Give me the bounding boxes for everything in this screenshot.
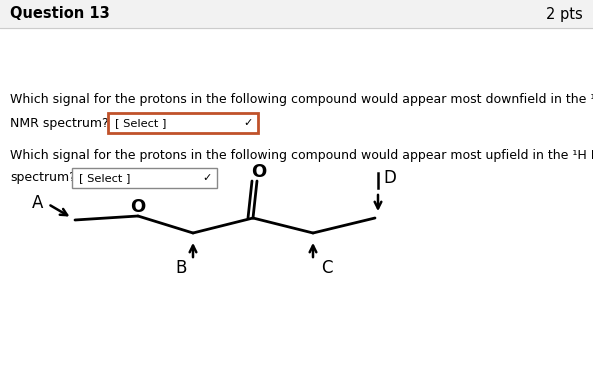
- Text: [ Select ]: [ Select ]: [79, 173, 130, 183]
- Text: D: D: [384, 169, 397, 187]
- Text: Which signal for the protons in the following compound would appear most upfield: Which signal for the protons in the foll…: [10, 149, 593, 161]
- Text: ✓: ✓: [202, 173, 212, 183]
- Text: spectrum?: spectrum?: [10, 171, 76, 185]
- Text: C: C: [321, 259, 333, 277]
- Text: NMR spectrum?: NMR spectrum?: [10, 116, 109, 130]
- Text: Which signal for the protons in the following compound would appear most downfie: Which signal for the protons in the foll…: [10, 94, 593, 106]
- Bar: [108, 113, 258, 133]
- Bar: [72, 168, 217, 188]
- Text: A: A: [32, 194, 44, 212]
- Text: B: B: [176, 259, 187, 277]
- Text: [ Select ]: [ Select ]: [115, 118, 167, 128]
- Text: ✓: ✓: [243, 118, 253, 128]
- Bar: [0, 0, 593, 28]
- Text: O: O: [130, 198, 146, 216]
- Text: Question 13: Question 13: [10, 7, 110, 21]
- Text: 2 pts: 2 pts: [546, 7, 583, 21]
- Text: O: O: [251, 163, 267, 181]
